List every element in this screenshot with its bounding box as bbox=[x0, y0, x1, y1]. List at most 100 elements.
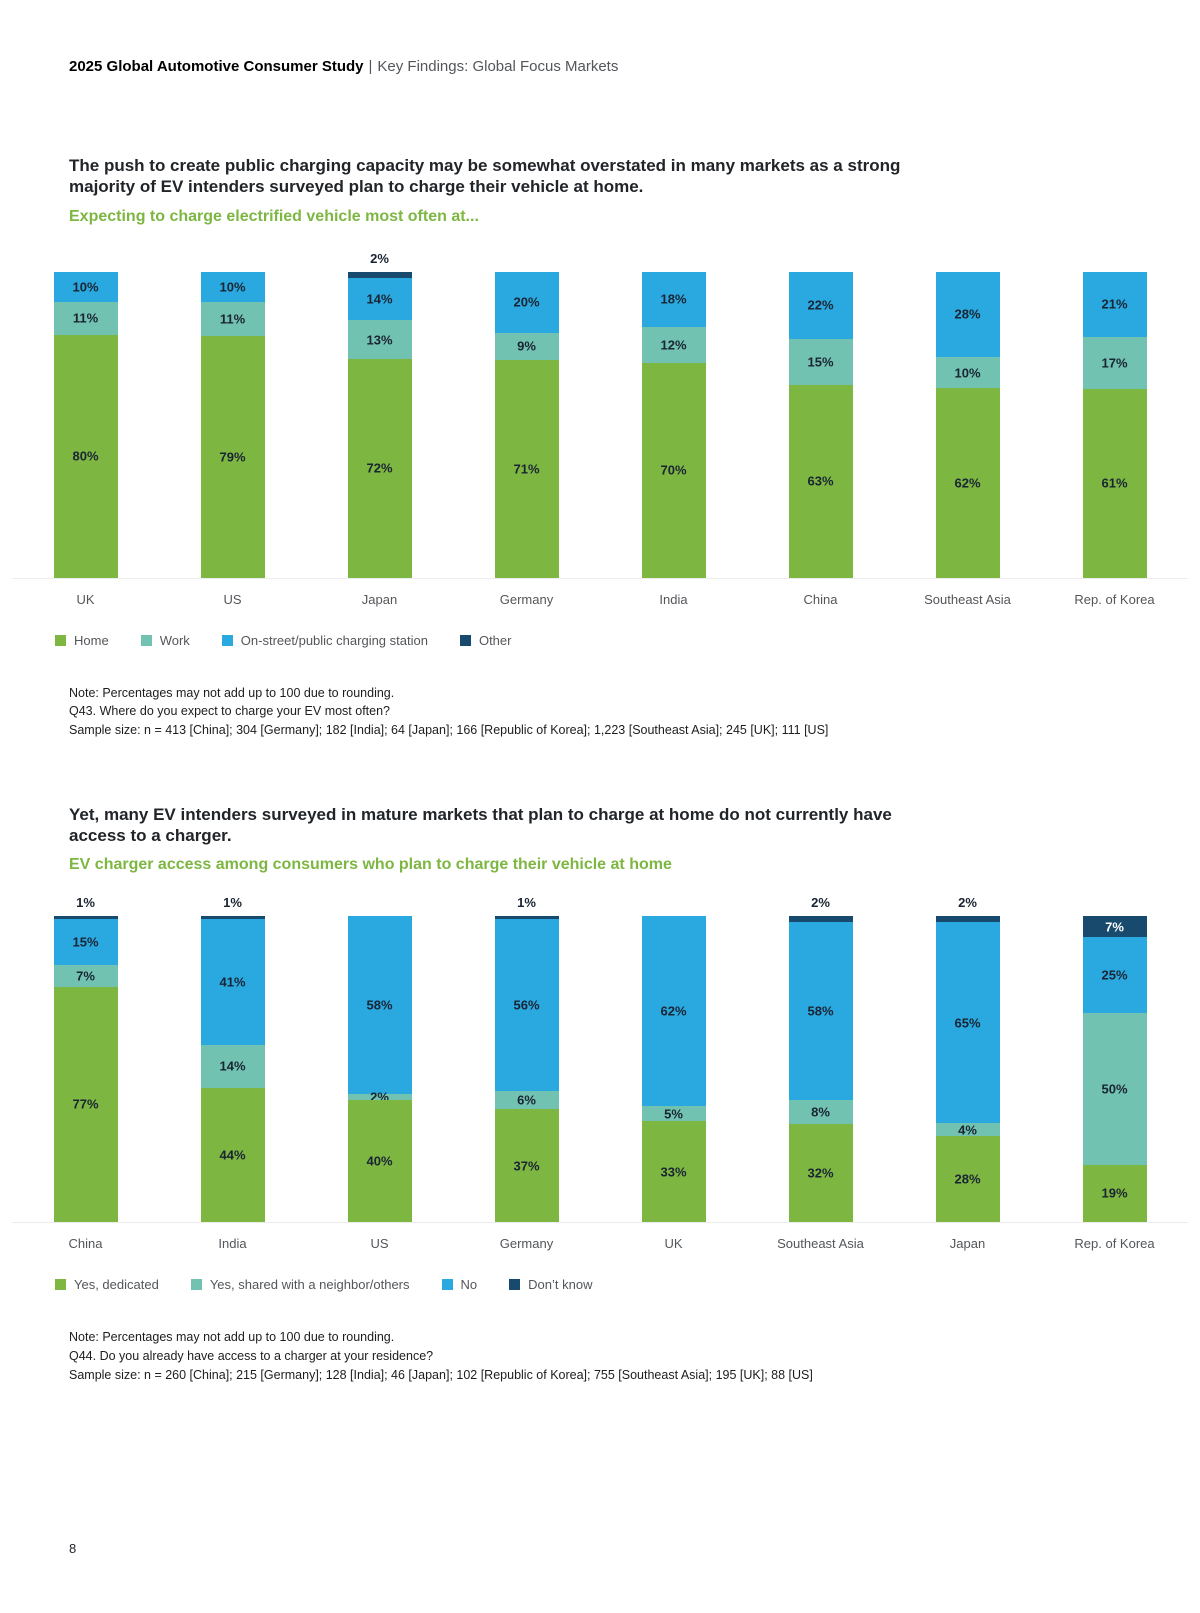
chart-charging-location: 10% 11% 80% 10% 11% 79% 2% 14% 13% 72% 20% 9% 71% 18%… bbox=[12, 251, 1188, 607]
bar-segment: 15% bbox=[53, 919, 118, 966]
category-label: Southeast Asia bbox=[924, 591, 1011, 607]
bar-value-label: 62% bbox=[954, 475, 981, 491]
bar-segment bbox=[494, 916, 559, 920]
bar-segment: 71% bbox=[494, 360, 559, 578]
bar-segment: 12% bbox=[641, 326, 706, 364]
bar-value-label: 61% bbox=[1101, 475, 1128, 491]
section-charging-location: The push to create public charging capac… bbox=[0, 155, 1200, 740]
bar-value-label: 19% bbox=[1101, 1185, 1128, 1201]
category-axis: UK US Japan Germany India China Southeast Asia… bbox=[12, 592, 1188, 607]
bar-column: 18% 12% 70% bbox=[600, 271, 747, 578]
bar-value-label: 63% bbox=[807, 473, 834, 489]
category-label: US bbox=[370, 1236, 389, 1252]
stacked-bar: 1% 15% 7% 77% bbox=[53, 895, 118, 1223]
category-axis: China India US Germany UK Southeast Asia Japan… bbox=[12, 1236, 1188, 1251]
bar-column: 58% 2% 40% bbox=[306, 916, 453, 1223]
bar-column: 20% 9% 71% bbox=[453, 271, 600, 578]
category-label: Germany bbox=[499, 591, 554, 607]
bar-value-label: 79% bbox=[219, 449, 246, 465]
bar-column: 7% 25% 50% 19% bbox=[1041, 916, 1188, 1223]
stacked-bar: 1% 56% 6% 37% bbox=[494, 895, 559, 1223]
bar-segment: 58% bbox=[347, 916, 412, 1094]
bar-segment: 5% bbox=[641, 1105, 706, 1122]
bar-column: 2% 14% 13% 72% bbox=[306, 251, 453, 578]
bar-value-label: 2% bbox=[370, 250, 389, 266]
stacked-bar: 22% 15% 63% bbox=[788, 271, 853, 578]
header-separator: | bbox=[368, 58, 373, 75]
bar-column: 62% 5% 33% bbox=[600, 916, 747, 1223]
chart-legend: Home Work On-street/public charging statio… bbox=[55, 633, 1200, 648]
bar-value-label: 2% bbox=[958, 895, 977, 911]
bar-value-label: 32% bbox=[807, 1165, 834, 1181]
legend-swatch-icon bbox=[55, 1279, 66, 1291]
bar-segment: 80% bbox=[53, 335, 118, 578]
stacked-bar: 58% 2% 40% bbox=[347, 916, 412, 1223]
legend-label: Yes, dedicated bbox=[74, 1277, 159, 1293]
chart-notes: Note: Percentages may not add up to 100 … bbox=[69, 684, 1119, 740]
bar-value-label: 25% bbox=[1101, 967, 1128, 983]
bar-segment: 40% bbox=[347, 1099, 412, 1223]
stacked-bar: 18% 12% 70% bbox=[641, 271, 706, 578]
bar-segment: 8% bbox=[788, 1099, 853, 1125]
header-subtitle: Key Findings: Global Focus Markets bbox=[377, 58, 619, 75]
section-title: Yet, many EV intenders surveyed in matur… bbox=[69, 804, 892, 845]
bar-segment: 10% bbox=[200, 271, 265, 303]
bar-segment: 18% bbox=[641, 271, 706, 327]
legend-swatch-icon bbox=[140, 634, 152, 646]
bar-segment: 32% bbox=[788, 1124, 853, 1223]
category-label: UK bbox=[76, 591, 95, 607]
bar-value-label: 14% bbox=[219, 1058, 246, 1074]
bar-value-label: 5% bbox=[664, 1106, 683, 1122]
bar-segment: 15% bbox=[788, 338, 853, 385]
stacked-bar: 10% 11% 80% bbox=[53, 271, 118, 578]
bar-value-label: 2% bbox=[811, 895, 830, 911]
bar-value-label: 41% bbox=[219, 974, 246, 990]
bar-column: 2% 58% 8% 32% bbox=[747, 895, 894, 1223]
legend-label: On-street/public charging station bbox=[240, 632, 428, 648]
bar-value-label: 7% bbox=[1105, 919, 1124, 935]
bar-value-label: 80% bbox=[72, 448, 99, 464]
legend-swatch-icon bbox=[441, 1279, 453, 1291]
chart-subtitle: Expecting to charge electrified vehicle … bbox=[69, 207, 479, 225]
bar-value-label: 50% bbox=[1101, 1081, 1128, 1097]
bar-value-label: 8% bbox=[811, 1104, 830, 1120]
bar-segment: 44% bbox=[200, 1087, 265, 1223]
bar-segment: 79% bbox=[200, 335, 265, 578]
bar-segment bbox=[935, 916, 1000, 923]
stacked-bar: 2% 65% 4% 28% bbox=[935, 895, 1000, 1223]
bar-value-label: 62% bbox=[660, 1003, 687, 1019]
page-number: 8 bbox=[69, 1541, 77, 1556]
bar-value-label: 40% bbox=[366, 1153, 393, 1169]
bar-segment bbox=[347, 271, 412, 278]
bar-value-label: 15% bbox=[72, 934, 99, 950]
note-rounding: Note: Percentages may not add up to 100 … bbox=[69, 685, 395, 700]
note-sample-size: Sample size: n = 413 [China]; 304 [Germa… bbox=[69, 723, 829, 737]
bar-segment: 28% bbox=[935, 271, 1000, 358]
bar-segment: 56% bbox=[494, 919, 559, 1091]
bar-segment: 25% bbox=[1082, 937, 1147, 1014]
bar-segment: 14% bbox=[347, 277, 412, 321]
stacked-bar: 1% 41% 14% 44% bbox=[200, 895, 265, 1223]
bar-segment: 61% bbox=[1082, 389, 1147, 578]
stacked-bar: 10% 11% 79% bbox=[200, 271, 265, 578]
legend-label: Work bbox=[159, 632, 190, 648]
legend-item: Don’t know bbox=[509, 1277, 592, 1292]
bar-value-label: 72% bbox=[366, 460, 393, 476]
legend-swatch-icon bbox=[509, 1279, 521, 1291]
bar-segment: 17% bbox=[1082, 336, 1147, 389]
legend-label: No bbox=[460, 1277, 478, 1293]
bar-segment: 63% bbox=[788, 384, 853, 578]
bar-value-label: 33% bbox=[660, 1164, 687, 1180]
bar-value-label: 18% bbox=[660, 291, 687, 307]
stacked-bar: 2% 14% 13% 72% bbox=[347, 251, 412, 578]
bar-value-label: 4% bbox=[958, 1122, 977, 1138]
chart-legend: Yes, dedicated Yes, shared with a neighbo… bbox=[55, 1277, 1200, 1292]
bar-segment: 21% bbox=[1082, 271, 1147, 337]
legend-item: Other bbox=[459, 633, 511, 648]
bar-segment: 13% bbox=[347, 320, 412, 360]
category-label: US bbox=[223, 591, 242, 607]
bar-value-label: 37% bbox=[513, 1158, 540, 1174]
bar-segment: 14% bbox=[200, 1044, 265, 1088]
bar-segment: 9% bbox=[494, 332, 559, 361]
bar-value-label: 13% bbox=[366, 332, 393, 348]
